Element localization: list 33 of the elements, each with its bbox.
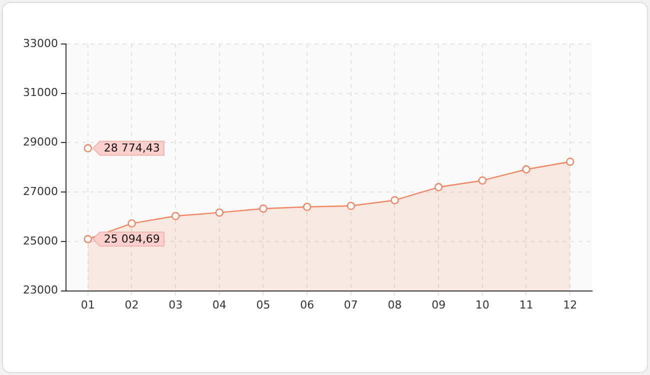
x-tick-label: 02 <box>124 298 139 312</box>
y-tick-label: 27000 <box>22 184 58 198</box>
y-tick-label: 25000 <box>22 234 58 248</box>
x-tick-label: 11 <box>519 298 534 312</box>
y-tick-label: 31000 <box>22 86 58 100</box>
point <box>566 158 574 166</box>
x-tick-label: 09 <box>432 298 446 312</box>
x-tick-label: 07 <box>344 298 358 312</box>
x-tick-label: 04 <box>212 298 226 312</box>
point <box>302 202 312 211</box>
data-label: 28 774,43 <box>104 142 160 155</box>
x-tick-label: 01 <box>80 298 95 312</box>
point <box>84 235 92 244</box>
point <box>215 208 224 217</box>
point <box>434 183 443 192</box>
point <box>128 219 136 228</box>
y-tick-label: 23000 <box>22 284 58 297</box>
x-tick-label: 08 <box>388 298 402 312</box>
data-label: 25 094,69 <box>104 232 160 246</box>
point <box>478 176 487 185</box>
point <box>259 204 268 213</box>
point <box>171 212 180 220</box>
y-tick-label: 33000 <box>22 36 58 50</box>
x-tick-label: 03 <box>168 298 183 312</box>
y-tick-label: 29000 <box>22 136 58 149</box>
x-tick-label: 10 <box>475 298 490 312</box>
x-tick-label: 12 <box>563 298 578 312</box>
point <box>522 165 530 174</box>
point <box>390 196 399 204</box>
point <box>84 144 92 152</box>
x-tick-label: 05 <box>256 298 270 312</box>
point <box>346 202 356 210</box>
x-tick-label: 06 <box>300 298 314 312</box>
